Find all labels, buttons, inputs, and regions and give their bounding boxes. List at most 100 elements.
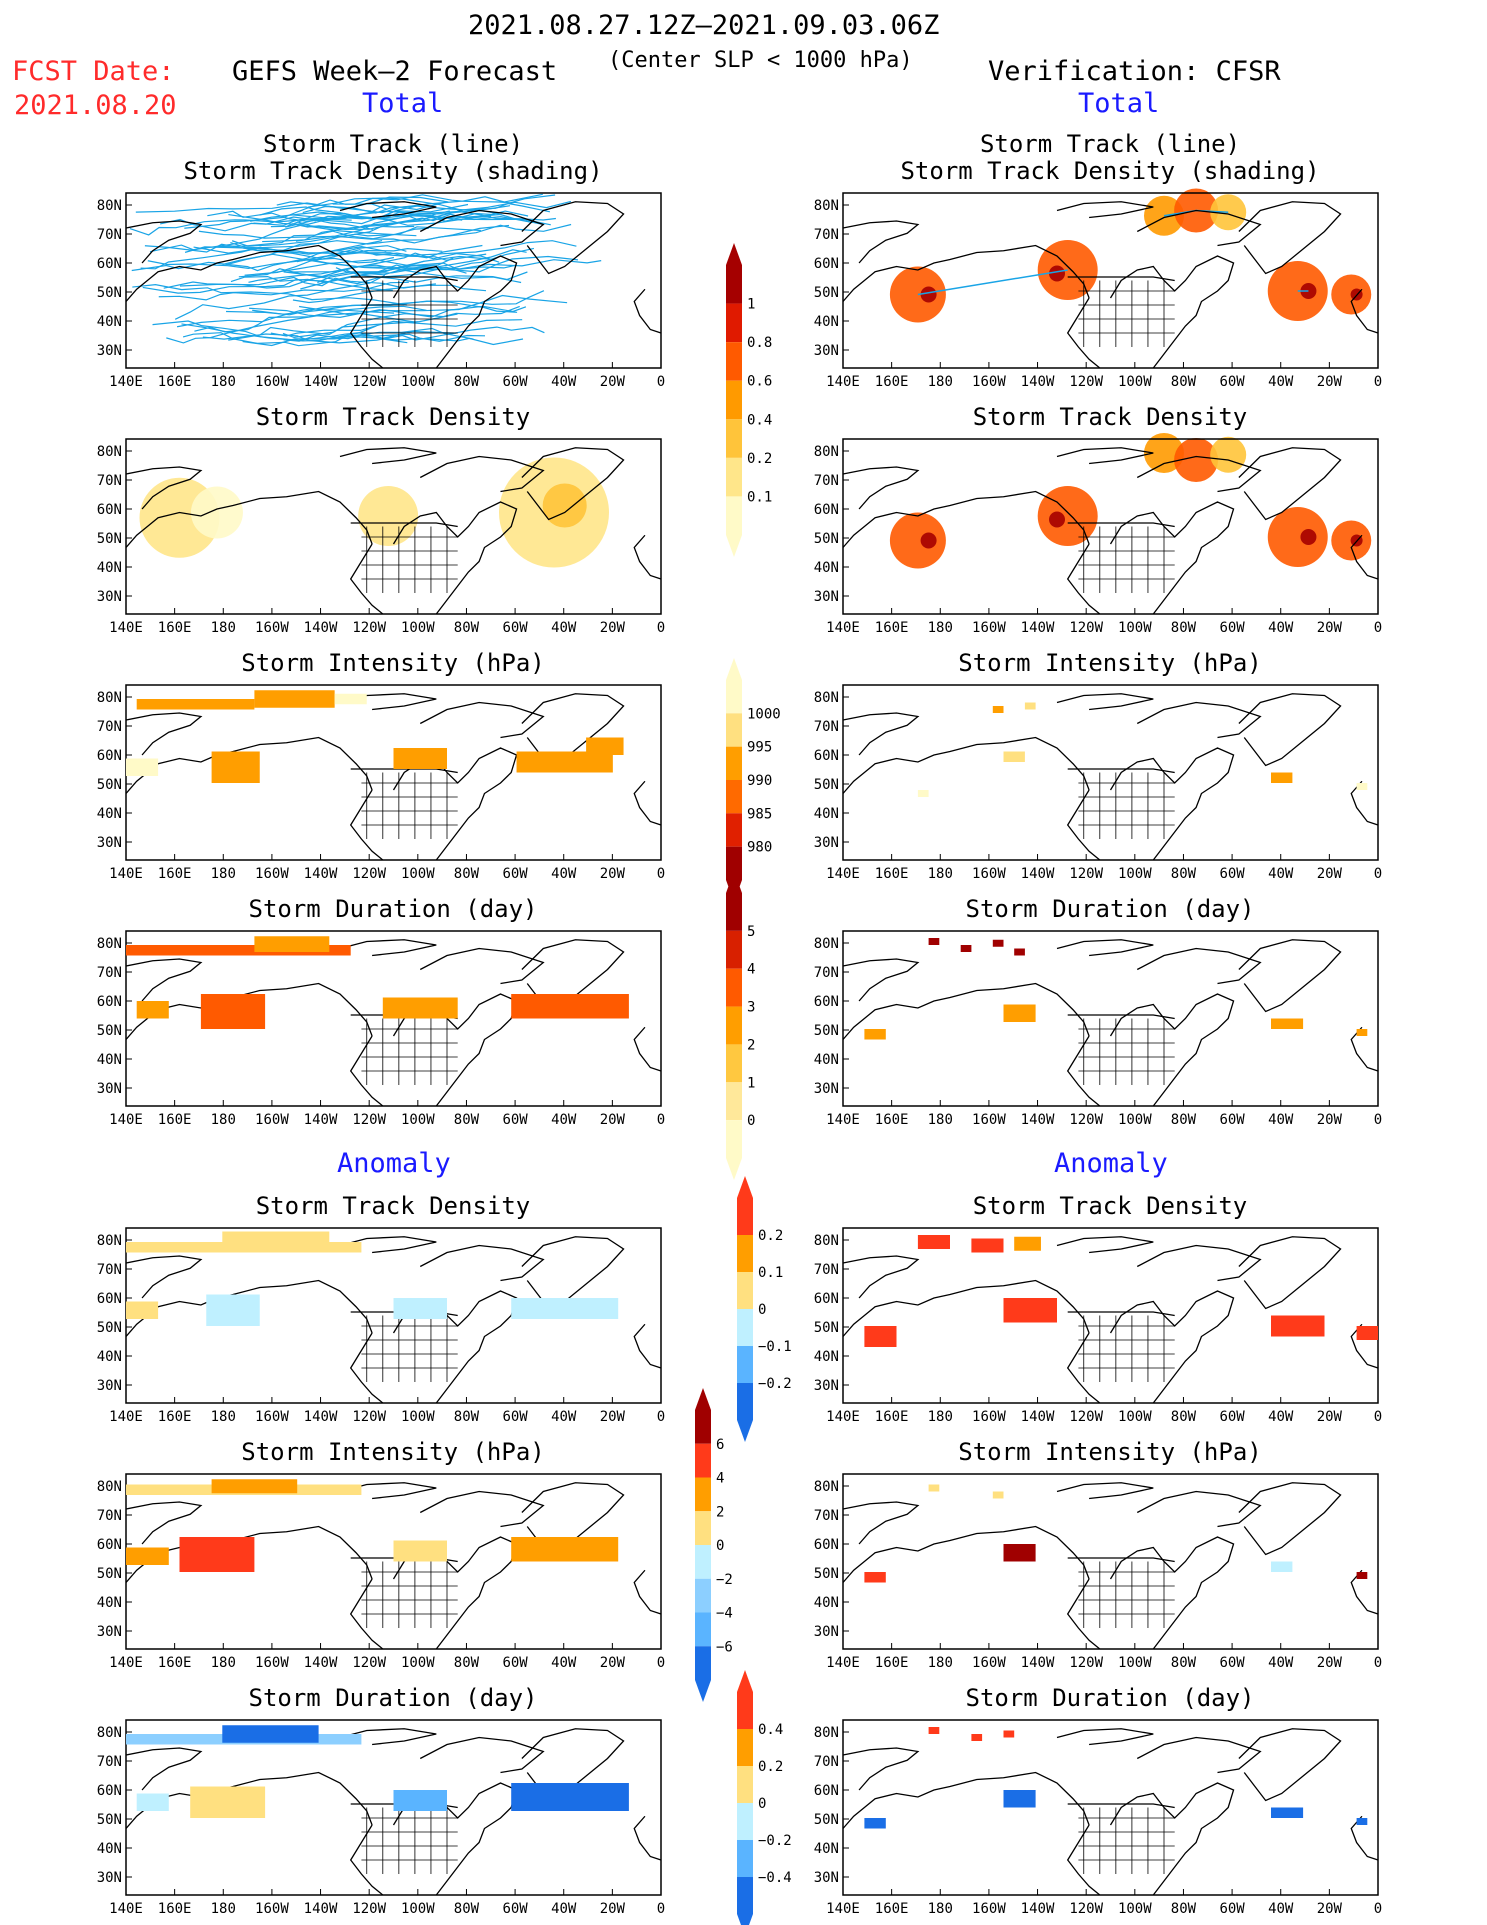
coastline xyxy=(842,1279,1090,1337)
lon-tick-label: 160W xyxy=(972,1112,1006,1128)
grid-cell xyxy=(928,1484,940,1492)
colorbar-swatch xyxy=(726,1120,742,1158)
panel-title: Storm Track Density (shading) xyxy=(183,157,603,185)
coastline xyxy=(1066,1332,1101,1404)
colorbar-intensity_anom: 6 4 2 0 −2 −4 −6 xyxy=(695,1388,733,1702)
grid-cell xyxy=(1003,1298,1057,1323)
map-panel: 80N 70N 60N 50N 40N 30N 140E 160E 180 160W 140W 120… xyxy=(97,1227,665,1425)
storm-track-line xyxy=(290,252,500,273)
lon-tick-label: 140W xyxy=(1021,1112,1055,1128)
lon-tick-label: 160W xyxy=(972,1409,1006,1425)
lon-tick-label: 40W xyxy=(551,374,577,390)
coastline xyxy=(125,244,373,302)
grid-cell xyxy=(864,1572,886,1583)
lon-tick-label: 140W xyxy=(304,1409,338,1425)
lon-tick-label: 100W xyxy=(1118,374,1152,390)
lat-tick-label: 40N xyxy=(814,314,839,330)
panel-title: Storm Track Density (shading) xyxy=(900,157,1320,185)
lat-tick-label: 30N xyxy=(814,1378,839,1394)
lat-tick-label: 30N xyxy=(97,1378,122,1394)
lon-tick-label: 0 xyxy=(1374,1655,1382,1671)
lat-tick-label: 40N xyxy=(814,1052,839,1068)
lon-tick-label: 0 xyxy=(1374,1112,1382,1128)
lon-tick-label: 160E xyxy=(158,1409,192,1425)
coastline xyxy=(1136,209,1262,247)
storm-track-line xyxy=(228,333,474,344)
density-blob xyxy=(1210,436,1247,473)
grid-cell xyxy=(1271,1561,1293,1572)
map-panel: 80N 70N 60N 50N 40N 30N 140E 160E 180 160W 140W 120… xyxy=(814,188,1382,390)
lon-tick-label: 160W xyxy=(255,1112,289,1128)
lat-tick-label: 40N xyxy=(814,560,839,576)
coastline xyxy=(1350,288,1379,334)
colorbar-label: 0.1 xyxy=(758,1265,783,1281)
colorbar-swatch xyxy=(695,1410,711,1444)
lat-tick-label: 70N xyxy=(814,1262,839,1278)
map-panel: 80N 70N 60N 50N 40N 30N 140E 160E 180 160W 140W 120… xyxy=(97,684,665,882)
colorbar-label: 0.2 xyxy=(758,1228,783,1244)
lon-tick-label: 180 xyxy=(928,374,953,390)
lon-tick-label: 80W xyxy=(454,374,480,390)
lon-tick-label: 160E xyxy=(875,1112,909,1128)
map-panel: 80N 70N 60N 50N 40N 30N 140E 160E 180 160W 140W 120… xyxy=(814,433,1382,636)
lat-tick-label: 70N xyxy=(97,227,122,243)
coastline xyxy=(633,780,662,826)
colorbar-label: 1 xyxy=(747,1075,755,1091)
grid-cell xyxy=(393,1540,447,1562)
coastline xyxy=(1350,1569,1379,1615)
lon-tick-label: 80W xyxy=(1171,1112,1197,1128)
lon-tick-label: 60W xyxy=(1219,866,1245,882)
grid-cell xyxy=(971,1734,983,1741)
coastline xyxy=(633,288,662,334)
colorbar-density_anom: 0.2 0.1 0 −0.1 −0.2 xyxy=(737,1176,792,1442)
map-panel: 80N 70N 60N 50N 40N 30N 140E 160E 180 160W 140W 120… xyxy=(97,1719,665,1917)
coastline xyxy=(1238,447,1342,521)
grid-cell xyxy=(516,751,613,773)
lon-tick-label: 100W xyxy=(401,1655,435,1671)
colorbar-swatch xyxy=(737,1729,753,1766)
lat-tick-label: 50N xyxy=(814,1023,839,1039)
colorbar-label: 0 xyxy=(716,1538,724,1554)
lat-tick-label: 50N xyxy=(814,285,839,301)
lat-tick-label: 60N xyxy=(814,994,839,1010)
coastline xyxy=(419,1736,545,1774)
coastline xyxy=(1056,939,1154,957)
lon-tick-label: 80W xyxy=(454,866,480,882)
storm-track-line xyxy=(300,247,535,290)
lon-tick-label: 60W xyxy=(502,620,528,636)
map-frame xyxy=(125,1719,662,1896)
lon-tick-label: 120W xyxy=(352,1901,386,1917)
lat-tick-label: 40N xyxy=(97,1052,122,1068)
colorbar-swatch xyxy=(726,380,742,420)
lat-tick-label: 40N xyxy=(814,806,839,822)
colorbar-swatch xyxy=(737,1766,753,1803)
grid-cell xyxy=(222,1231,330,1249)
lon-tick-label: 120W xyxy=(352,1655,386,1671)
grid-cell xyxy=(136,1793,169,1811)
coastline xyxy=(1067,1014,1175,1020)
lon-tick-label: 140E xyxy=(826,866,860,882)
map-frame xyxy=(842,930,1379,1107)
coastline xyxy=(419,455,545,493)
storm-track-line xyxy=(292,284,487,304)
storm-track-line xyxy=(129,217,352,236)
colorbar-swatch xyxy=(726,1044,742,1083)
coastline xyxy=(1067,276,1175,282)
map-frame xyxy=(842,1473,1379,1650)
grid-cell xyxy=(1014,948,1025,956)
coastline xyxy=(1109,501,1235,615)
density-blob xyxy=(920,532,937,549)
coastline xyxy=(339,939,437,957)
grid-cell xyxy=(1271,772,1293,783)
lon-tick-label: 180 xyxy=(928,866,953,882)
map-frame xyxy=(842,438,1379,615)
lat-tick-label: 80N xyxy=(814,1479,839,1495)
lon-tick-label: 160E xyxy=(875,1655,909,1671)
lon-tick-label: 140W xyxy=(1021,1655,1055,1671)
storm-track-line xyxy=(312,255,579,273)
storm-track-line xyxy=(317,249,527,284)
storm-track-line xyxy=(132,283,408,306)
colorbar-arrow xyxy=(737,1176,753,1198)
lon-tick-label: 140E xyxy=(109,374,143,390)
grid-cell xyxy=(1003,1544,1036,1562)
